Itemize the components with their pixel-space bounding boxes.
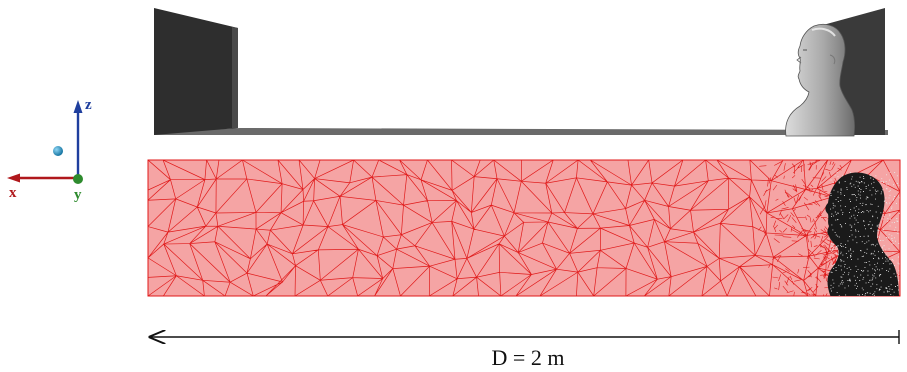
y-axis-label: y — [74, 187, 82, 203]
mesh-refinement — [758, 160, 845, 296]
geometry-view — [154, 8, 888, 137]
mesh-domain — [147, 159, 901, 297]
left-panel-icon — [154, 8, 238, 135]
mesh-grid — [148, 160, 900, 296]
x-axis-label: x — [9, 185, 17, 201]
human-head-icon — [785, 23, 855, 137]
mesh-view — [147, 159, 901, 297]
dimension-label: D = 2 m — [492, 345, 565, 370]
head-mesh-nodes — [830, 171, 900, 296]
source-point-icon — [53, 146, 63, 156]
coordinate-axes: x y z — [7, 97, 92, 203]
z-axis-arrowhead — [73, 100, 83, 113]
dimension-indicator: D = 2 m — [150, 330, 900, 370]
z-axis-label: z — [85, 97, 92, 113]
x-axis-arrowhead — [7, 173, 20, 183]
floor-plate — [154, 128, 888, 135]
left-panel-edge — [232, 27, 238, 129]
mesh-edges — [148, 160, 900, 296]
meshed-head-icon — [825, 171, 900, 296]
y-axis-point — [73, 174, 83, 184]
